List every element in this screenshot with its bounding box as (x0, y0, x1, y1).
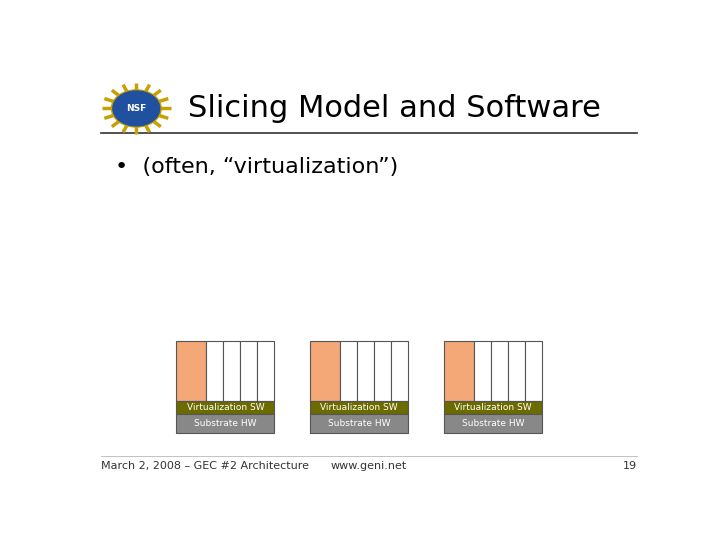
Text: Substrate HW: Substrate HW (462, 419, 524, 428)
Bar (444, 401, 542, 415)
Bar (310, 415, 408, 433)
Text: March 2, 2008 – GEC #2 Architecture: March 2, 2008 – GEC #2 Architecture (101, 461, 309, 471)
Bar (374, 341, 391, 401)
Circle shape (112, 90, 161, 127)
Text: •  (often, “virtualization”): • (often, “virtualization”) (115, 157, 398, 177)
Text: 19: 19 (623, 461, 637, 471)
Text: Substrate HW: Substrate HW (194, 419, 256, 428)
Text: Substrate HW: Substrate HW (328, 419, 390, 428)
Text: Virtualization SW: Virtualization SW (454, 403, 532, 412)
Bar (491, 341, 508, 401)
Bar (310, 401, 408, 415)
Bar (474, 341, 491, 401)
Bar (340, 341, 357, 401)
Bar (525, 341, 542, 401)
Bar (176, 401, 274, 415)
Text: Virtualization SW: Virtualization SW (320, 403, 398, 412)
Bar (357, 341, 374, 401)
Bar (240, 341, 257, 401)
Bar (444, 341, 474, 401)
Text: NSF: NSF (126, 104, 146, 113)
Bar (206, 341, 223, 401)
Text: Virtualization SW: Virtualization SW (186, 403, 264, 412)
Circle shape (113, 91, 160, 126)
Bar (176, 415, 274, 433)
Bar (391, 341, 408, 401)
Text: Slicing Model and Software: Slicing Model and Software (188, 94, 600, 123)
Bar (444, 415, 542, 433)
Bar (176, 341, 206, 401)
Bar (508, 341, 525, 401)
Bar (310, 341, 340, 401)
Bar (257, 341, 274, 401)
Text: www.geni.net: www.geni.net (331, 461, 407, 471)
Bar (223, 341, 240, 401)
